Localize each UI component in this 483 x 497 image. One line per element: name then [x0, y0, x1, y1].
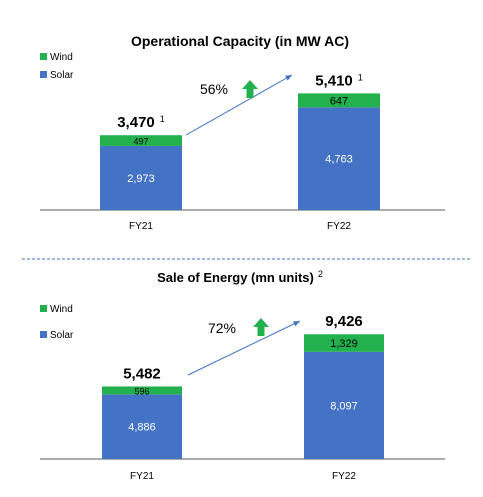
chart-2-growth-connector-head-icon	[293, 321, 300, 327]
chart-1-total-fy21: 3,470 1	[117, 114, 165, 131]
chart-2-legend-swatch-wind	[40, 305, 47, 312]
chart-1-category-fy22: FY22	[327, 221, 351, 232]
chart-1-growth-label: 56%	[200, 81, 228, 97]
chart-2-label-solar-fy21: 4,886	[128, 422, 156, 434]
chart-1-bar-wind-fy22	[298, 93, 380, 108]
growth-up-arrow-icon	[242, 80, 258, 98]
chart-1-bar-wind-fy21	[100, 135, 182, 146]
chart-1-legend-swatch-solar	[40, 71, 47, 78]
chart-2-bar-wind-fy22	[304, 334, 384, 352]
chart-2-legend-label-solar: Solar	[50, 330, 74, 341]
chart-1-legend-label-wind: Wind	[50, 52, 73, 63]
chart-2-label-wind-fy21: 596	[134, 386, 149, 396]
chart-1-title: Operational Capacity (in MW AC)	[131, 33, 349, 49]
chart-2-bar-wind-fy21	[102, 386, 182, 395]
chart-2-bar-solar-fy21	[102, 394, 182, 459]
chart-2-legend-swatch-solar	[40, 331, 47, 338]
chart-1-category-fy21: FY21	[129, 221, 153, 232]
chart-1-bar-solar-fy22	[298, 107, 380, 210]
chart-1-label-wind-fy21: 497	[133, 137, 148, 147]
chart-1-label-solar-fy22: 4,763	[325, 154, 353, 166]
chart-2-category-fy21: FY21	[130, 471, 154, 482]
chart-1-growth-connector-head-icon	[285, 75, 292, 81]
chart-2-growth-connector	[187, 320, 301, 376]
chart-2-bar-solar-fy22	[304, 351, 384, 459]
chart-2-title: Sale of Energy (mn units) 2	[157, 269, 323, 285]
chart-1-legend-label-solar: Solar	[50, 70, 74, 81]
chart-1-legend-swatch-wind	[40, 53, 47, 60]
chart-1-bar-solar-fy21	[100, 145, 182, 210]
chart-2-total-fy21: 5,482	[123, 365, 161, 382]
chart-1-label-solar-fy21: 2,973	[127, 173, 155, 185]
growth-up-arrow-icon	[253, 318, 269, 336]
chart-2-total-fy22: 9,426	[325, 313, 363, 330]
chart-1-total-fy22: 5,410 1	[315, 72, 363, 89]
chart-2-label-solar-fy22: 8,097	[330, 400, 358, 412]
chart-2-legend-label-wind: Wind	[50, 304, 73, 315]
chart-2-category-fy22: FY22	[332, 471, 356, 482]
chart-2-growth-label: 72%	[208, 320, 236, 336]
chart-1-label-wind-fy22: 647	[330, 95, 348, 107]
chart-1-growth-connector	[185, 74, 293, 136]
chart-2-label-wind-fy22: 1,329	[330, 338, 358, 350]
